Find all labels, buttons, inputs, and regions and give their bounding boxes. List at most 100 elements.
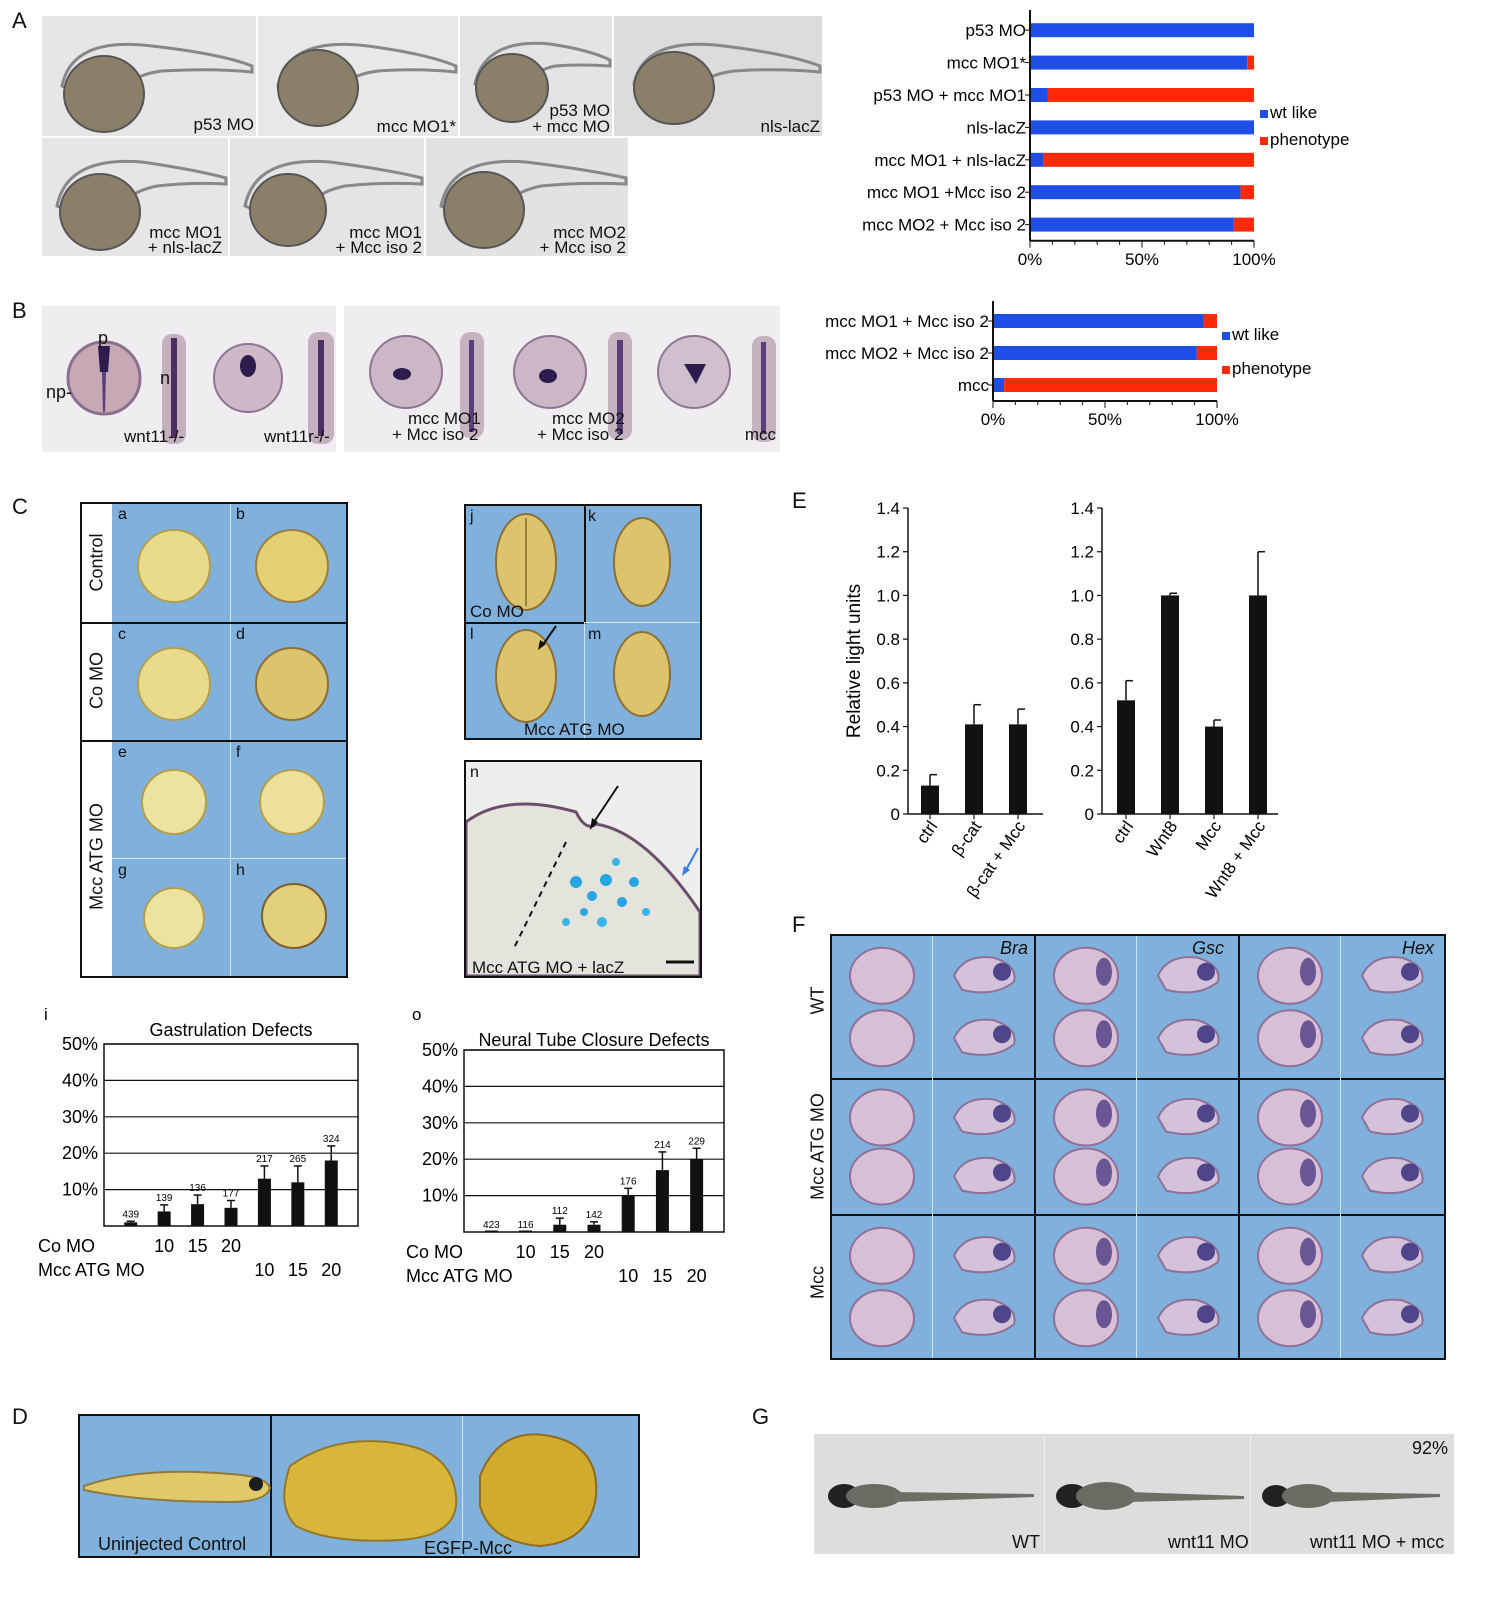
- divider: [462, 1416, 463, 1556]
- divider: [1136, 936, 1137, 1358]
- bar: [921, 785, 939, 814]
- stain: [1197, 962, 1215, 981]
- g-label-wnt11-mo: wnt11 MO: [1168, 1532, 1249, 1552]
- bar-segment: [1030, 120, 1254, 135]
- mark-n: n: [160, 368, 171, 388]
- dose-label: 15: [188, 1236, 208, 1256]
- dose-label: 10: [154, 1236, 174, 1256]
- g-label-wnt11-mo-mcc: wnt11 MO + mcc: [1310, 1532, 1445, 1552]
- count-label: 217: [256, 1154, 273, 1165]
- image-label: p53 MO: [193, 115, 254, 134]
- y-tick-label: 0.8: [1070, 630, 1094, 649]
- divider: [112, 740, 346, 742]
- bar: [965, 724, 983, 814]
- embryo-image: mcc MO1*: [258, 16, 458, 136]
- bar: [124, 1222, 138, 1226]
- panel-d-images: Uninjected Control EGFP-Mcc: [78, 1414, 640, 1558]
- x-tick-label: 50%: [1125, 250, 1159, 269]
- dose-label: 15: [652, 1266, 672, 1286]
- y-tick-label: 1.2: [1070, 543, 1094, 562]
- image-label-line2: + nls-lacZ: [147, 238, 222, 256]
- bar: [1161, 595, 1179, 814]
- dose-label: 20: [687, 1266, 707, 1286]
- image-label-line1: mcc MO2: [552, 409, 625, 428]
- gene-label-bra: Bra: [1000, 938, 1029, 958]
- panel-letter-b: B: [12, 298, 27, 323]
- bar-segment: [1030, 217, 1234, 232]
- image-label-line2: + mcc MO: [532, 117, 610, 136]
- embryo-drawing: [369, 332, 776, 442]
- stain: [1401, 1025, 1419, 1044]
- image-label: mcc MO1*: [376, 117, 456, 136]
- sublabel-g: g: [118, 862, 127, 879]
- row-label-co-mo: Co MO: [38, 1236, 95, 1256]
- image-label: wnt11-/-: [124, 427, 185, 446]
- embryo-image: nls-lacZ: [614, 16, 822, 136]
- bar-segment: [1203, 314, 1217, 328]
- embryo-drawing: [439, 159, 628, 249]
- count-label: 139: [156, 1193, 173, 1204]
- sublabel-n: n: [470, 764, 479, 781]
- sublabel-l: l: [470, 626, 474, 643]
- y-tick-label: 10%: [62, 1180, 98, 1200]
- panel-e-left-chart: Relative light units 0 0.2 0.4 0.6 0.8 1.0 1.2 1…: [844, 499, 1043, 901]
- divider: [584, 622, 700, 623]
- bar: [1205, 726, 1223, 814]
- panel-letter-a: A: [12, 8, 27, 33]
- bar: [157, 1211, 171, 1226]
- x-tick-label: ctrl: [913, 817, 942, 846]
- legend-label: wt like: [1269, 103, 1317, 122]
- y-tick-label: 0.6: [1070, 674, 1094, 693]
- count-label: 112: [552, 1206, 568, 1217]
- mark-np: np-: [46, 382, 73, 402]
- y-tick-label: 50%: [62, 1034, 98, 1054]
- category-label: nls-lacZ: [966, 118, 1026, 137]
- image-label-line2: + Mcc iso 2: [539, 238, 626, 256]
- y-tick-label: 10%: [422, 1186, 458, 1206]
- g-percent: 92%: [1412, 1438, 1449, 1458]
- category-label: mcc MO2 + Mcc iso 2: [862, 216, 1026, 235]
- y-tick-label: 1.0: [1070, 586, 1094, 605]
- legend-label: phenotype: [1232, 359, 1311, 378]
- embryo-drawings: [495, 513, 671, 723]
- bar-segment: [1196, 346, 1217, 360]
- bar: [257, 1178, 271, 1226]
- y-tick-label: 40%: [422, 1076, 458, 1096]
- y-tick-label: 0.8: [876, 630, 900, 649]
- panel-letter-e: E: [792, 488, 807, 513]
- x-tick-label: ctrl: [1109, 817, 1138, 846]
- category-label: mcc MO2 + Mcc iso 2: [825, 344, 989, 363]
- gene-label-hex: Hex: [1402, 938, 1435, 958]
- category-label: mcc MO1 +Mcc iso 2: [867, 183, 1026, 202]
- panel-letter-f: F: [792, 912, 806, 937]
- sublabel-f: f: [236, 744, 241, 761]
- chart-title: Gastrulation Defects: [149, 1020, 312, 1040]
- bar-segment: [1030, 55, 1248, 70]
- dose-label: 20: [584, 1242, 604, 1262]
- count-label: 214: [654, 1140, 671, 1151]
- stain: [993, 1242, 1011, 1261]
- bar: [519, 1230, 533, 1232]
- bar: [690, 1159, 704, 1232]
- bar-segment: [1030, 88, 1048, 102]
- divider: [832, 1078, 1444, 1080]
- row-label-co-mo: Co MO: [406, 1242, 463, 1262]
- stain: [1096, 1158, 1112, 1187]
- legend-label: phenotype: [1270, 130, 1349, 149]
- count-label: 142: [586, 1210, 603, 1221]
- g-label-wt: WT: [1012, 1532, 1040, 1552]
- bar: [191, 1204, 205, 1226]
- divider: [112, 622, 346, 624]
- y-tick-label: 1.0: [876, 586, 900, 605]
- divider: [270, 1416, 272, 1556]
- y-tick-label: 0.4: [1070, 718, 1094, 737]
- embryo: [849, 1088, 915, 1147]
- panel-g-images: WT wnt11 MO wnt11 MO + mcc 92%: [814, 1434, 1454, 1554]
- count-label: 265: [289, 1154, 306, 1165]
- larva-drawings: [828, 1482, 1440, 1510]
- count-label: 136: [189, 1183, 206, 1194]
- image-label-line1: p53 MO: [549, 101, 610, 120]
- stain: [1300, 1020, 1316, 1049]
- panel-f-grid: Bra Gsc Hex: [830, 934, 1446, 1360]
- image-label-line2: + Mcc iso 2: [335, 238, 422, 256]
